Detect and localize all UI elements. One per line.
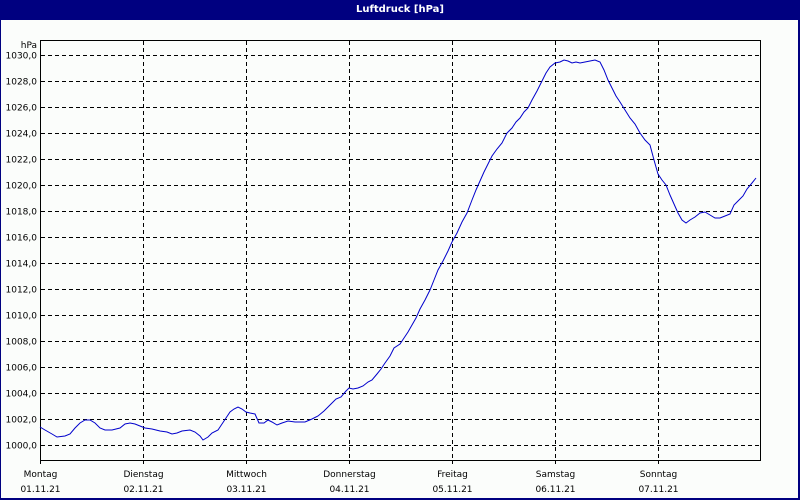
x-tick-date: 04.11.21 bbox=[329, 485, 369, 495]
x-tick-date: 01.11.21 bbox=[20, 485, 60, 495]
y-tick-label: 1026,0 bbox=[6, 104, 38, 114]
y-tick-label: 1016,0 bbox=[6, 234, 38, 244]
x-tick-date: 05.11.21 bbox=[432, 485, 472, 495]
y-tick-label: 1014,0 bbox=[6, 260, 38, 270]
x-tick-day: Sonntag bbox=[640, 470, 677, 480]
y-tick-label: 1002,0 bbox=[6, 416, 38, 426]
y-tick-label: 1000,0 bbox=[6, 442, 38, 452]
x-tick-day: Freitag bbox=[437, 470, 468, 480]
x-tick-day: Mittwoch bbox=[226, 470, 267, 480]
y-tick-label: 1024,0 bbox=[6, 130, 38, 140]
y-axis-unit: hPa bbox=[21, 41, 37, 51]
x-tick-date: 03.11.21 bbox=[226, 485, 266, 495]
y-tick-label: 1028,0 bbox=[6, 78, 38, 88]
y-tick-label: 1012,0 bbox=[6, 286, 38, 296]
x-tick-date: 07.11.21 bbox=[638, 485, 678, 495]
y-tick-label: 1010,0 bbox=[6, 312, 38, 322]
x-tick-day: Samstag bbox=[536, 470, 575, 480]
x-tick-date: 02.11.21 bbox=[123, 485, 163, 495]
x-tick-day: Dienstag bbox=[123, 470, 163, 480]
grid-lines bbox=[41, 41, 760, 460]
y-tick-label: 1020,0 bbox=[6, 182, 38, 192]
x-tick-date: 06.11.21 bbox=[535, 485, 575, 495]
y-tick-label: 1030,0 bbox=[6, 52, 38, 62]
pressure-series-line bbox=[39, 59, 757, 441]
y-tick-label: 1004,0 bbox=[6, 390, 38, 400]
x-tick-day: Montag bbox=[24, 470, 58, 480]
x-tick-day: Donnerstag bbox=[323, 470, 376, 480]
plot-frame bbox=[40, 40, 761, 461]
y-tick-label: 1018,0 bbox=[6, 208, 38, 218]
y-tick-label: 1006,0 bbox=[6, 364, 38, 374]
y-tick-label: 1008,0 bbox=[6, 338, 38, 348]
y-tick-label: 1022,0 bbox=[6, 156, 38, 166]
y-axis: hPa 1000,0 1002,0 1004,0 1006,0 1008,0 1010,0… bbox=[6, 41, 38, 452]
window-title: Luftdruck [hPa] bbox=[356, 4, 444, 15]
x-axis: Montag 01.11.21 Dienstag 02.11.21 Mittwoch 03… bbox=[20, 460, 679, 495]
chart-canvas bbox=[1, 20, 798, 498]
